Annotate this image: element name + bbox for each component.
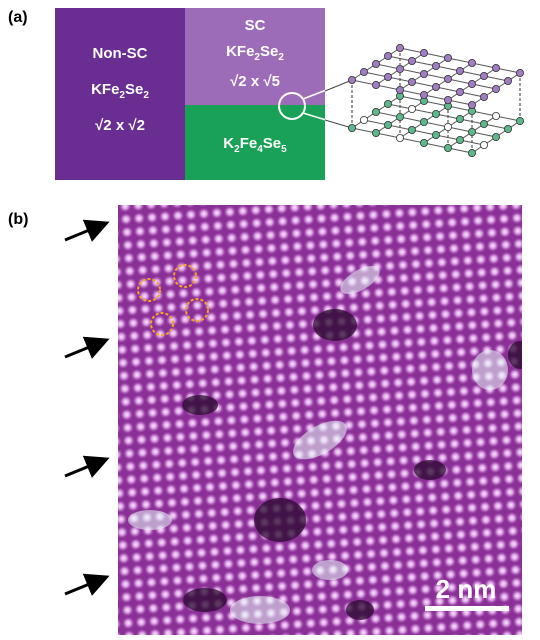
atom xyxy=(444,96,451,103)
stm-image xyxy=(118,205,532,635)
atom xyxy=(492,85,499,92)
atom xyxy=(420,118,427,125)
atom xyxy=(456,88,463,95)
atom xyxy=(432,110,439,117)
atom xyxy=(468,59,475,66)
atom xyxy=(384,121,391,128)
atom xyxy=(444,75,451,82)
atom xyxy=(468,80,475,87)
arrows xyxy=(65,224,104,594)
atom xyxy=(360,68,367,75)
atom xyxy=(468,149,475,156)
atom xyxy=(456,115,463,122)
atom xyxy=(372,129,379,136)
scale-bar-label: 2 nm xyxy=(436,574,497,604)
atom xyxy=(408,126,415,133)
atom xyxy=(504,125,511,132)
figure: (a) Non-SC KFe2Se2 √2 x √2 SC KFe2Se2 √2… xyxy=(0,0,540,635)
atom xyxy=(384,52,391,59)
atom xyxy=(432,83,439,90)
vacancy-site xyxy=(492,112,499,119)
zoom-line xyxy=(325,120,352,128)
atom xyxy=(420,139,427,146)
atom xyxy=(456,67,463,74)
vacancy-site xyxy=(396,134,403,141)
vacancy-site xyxy=(444,123,451,130)
atom xyxy=(504,77,511,84)
cell: √2 x √5 xyxy=(230,73,280,90)
phase-name: SC xyxy=(245,17,266,34)
atom xyxy=(396,44,403,51)
atom xyxy=(420,70,427,77)
atom xyxy=(372,60,379,67)
atom xyxy=(480,120,487,127)
vacancy-site xyxy=(480,141,487,148)
atom xyxy=(468,128,475,135)
non-sc-text: Non-SC KFe2Se2 √2 x √2 xyxy=(91,45,149,134)
atom xyxy=(492,133,499,140)
atom xyxy=(492,64,499,71)
atom xyxy=(384,73,391,80)
atom xyxy=(516,69,523,76)
vacancy-site xyxy=(360,116,367,123)
zoom-line xyxy=(325,80,352,91)
atom xyxy=(516,117,523,124)
lattice-diagram xyxy=(348,44,523,156)
phase-name: Non-SC xyxy=(93,45,148,62)
atom xyxy=(396,113,403,120)
atom xyxy=(480,93,487,100)
atom xyxy=(408,78,415,85)
atom xyxy=(444,54,451,61)
atom xyxy=(396,86,403,93)
atom xyxy=(456,136,463,143)
atom xyxy=(444,144,451,151)
panel-label: (b) xyxy=(8,211,28,228)
atom xyxy=(432,62,439,69)
atom xyxy=(408,57,415,64)
atom xyxy=(384,100,391,107)
panel-label: (a) xyxy=(8,9,28,26)
scale-bar xyxy=(425,606,509,611)
atom xyxy=(420,49,427,56)
atom xyxy=(420,91,427,98)
atom xyxy=(372,108,379,115)
atom xyxy=(372,81,379,88)
atom xyxy=(348,124,355,131)
atom xyxy=(480,72,487,79)
atom xyxy=(432,131,439,138)
atom xyxy=(396,65,403,72)
vacancy-site xyxy=(408,105,415,112)
atom xyxy=(468,101,475,108)
cell: √2 x √2 xyxy=(95,117,145,134)
atom xyxy=(348,76,355,83)
